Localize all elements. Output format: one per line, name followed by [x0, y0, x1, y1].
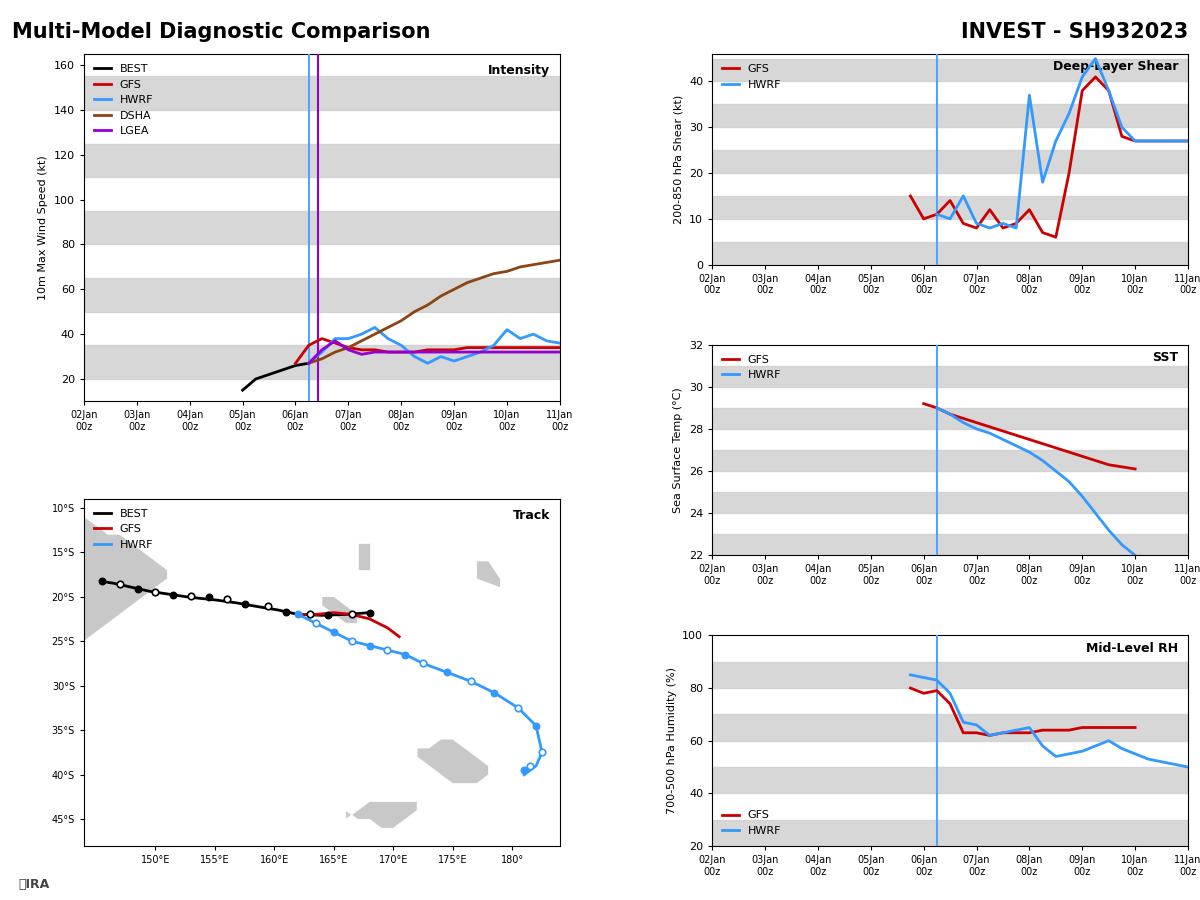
Point	[414, 656, 433, 670]
Bar	[712, 662, 1188, 688]
Point	[306, 616, 325, 631]
Bar	[712, 820, 1188, 846]
Text: INVEST - SH932023: INVEST - SH932023	[961, 22, 1188, 42]
Text: Multi-Model Diagnostic Comparison: Multi-Model Diagnostic Comparison	[12, 22, 431, 42]
Text: SST: SST	[1152, 351, 1178, 364]
Bar	[712, 535, 1188, 555]
Point	[527, 718, 546, 733]
Legend: GFS, HWRF: GFS, HWRF	[718, 59, 786, 94]
Bar	[712, 196, 1188, 219]
Point	[318, 608, 337, 623]
Point	[396, 647, 415, 662]
Legend: BEST, GFS, HWRF, DSHA, LGEA: BEST, GFS, HWRF, DSHA, LGEA	[90, 59, 157, 140]
Bar	[84, 144, 560, 177]
Point	[259, 598, 278, 613]
Point	[181, 589, 200, 603]
Bar	[712, 104, 1188, 127]
Text: Deep-Layer Shear: Deep-Layer Shear	[1052, 60, 1178, 73]
Bar	[712, 450, 1188, 471]
Legend: GFS, HWRF: GFS, HWRF	[718, 806, 786, 841]
Point	[277, 605, 296, 619]
Point	[288, 608, 307, 622]
Bar	[84, 278, 560, 311]
Bar	[712, 408, 1188, 429]
Point	[163, 588, 182, 602]
Bar	[712, 492, 1188, 513]
Bar	[84, 76, 560, 110]
Point	[521, 759, 540, 773]
Y-axis label: 10m Max Wind Speed (kt): 10m Max Wind Speed (kt)	[38, 156, 48, 300]
Bar	[712, 58, 1188, 82]
Point	[110, 577, 130, 591]
Point	[437, 665, 456, 680]
Bar	[712, 150, 1188, 173]
Point	[509, 701, 528, 716]
Point	[515, 763, 534, 778]
Point	[485, 686, 504, 700]
Polygon shape	[476, 561, 500, 588]
Point	[342, 608, 361, 622]
Y-axis label: Sea Surface Temp (°C): Sea Surface Temp (°C)	[673, 387, 683, 513]
Point	[235, 597, 254, 611]
Polygon shape	[358, 544, 370, 570]
Text: Mid-Level RH: Mid-Level RH	[1086, 642, 1178, 654]
Point	[128, 581, 148, 596]
Point	[324, 625, 343, 639]
Point	[533, 745, 552, 760]
Point	[199, 590, 218, 605]
Polygon shape	[0, 508, 167, 757]
Polygon shape	[418, 739, 488, 784]
Bar	[712, 365, 1188, 387]
Point	[378, 643, 397, 657]
Point	[360, 638, 379, 652]
Point	[342, 634, 361, 648]
Point	[300, 607, 319, 621]
Text: Track: Track	[512, 509, 551, 522]
Bar	[84, 211, 560, 245]
Point	[360, 606, 379, 620]
Bar	[712, 715, 1188, 741]
Point	[92, 574, 112, 589]
Point	[217, 592, 236, 607]
Y-axis label: 700-500 hPa Humidity (%): 700-500 hPa Humidity (%)	[666, 667, 677, 814]
Point	[145, 585, 164, 599]
Y-axis label: 200-850 hPa Shear (kt): 200-850 hPa Shear (kt)	[673, 94, 684, 224]
Point	[461, 674, 480, 688]
Text: ⒸIRA: ⒸIRA	[18, 878, 49, 891]
Polygon shape	[322, 597, 358, 624]
Bar	[84, 346, 560, 379]
Text: Intensity: Intensity	[488, 65, 551, 77]
Legend: GFS, HWRF: GFS, HWRF	[718, 350, 786, 384]
Bar	[712, 242, 1188, 265]
Legend: BEST, GFS, HWRF: BEST, GFS, HWRF	[90, 504, 157, 554]
Bar	[712, 767, 1188, 793]
Polygon shape	[346, 802, 418, 828]
